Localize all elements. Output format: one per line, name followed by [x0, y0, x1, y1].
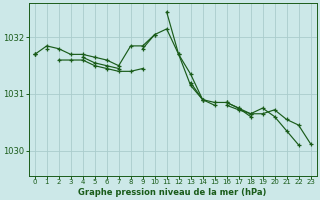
X-axis label: Graphe pression niveau de la mer (hPa): Graphe pression niveau de la mer (hPa): [78, 188, 267, 197]
